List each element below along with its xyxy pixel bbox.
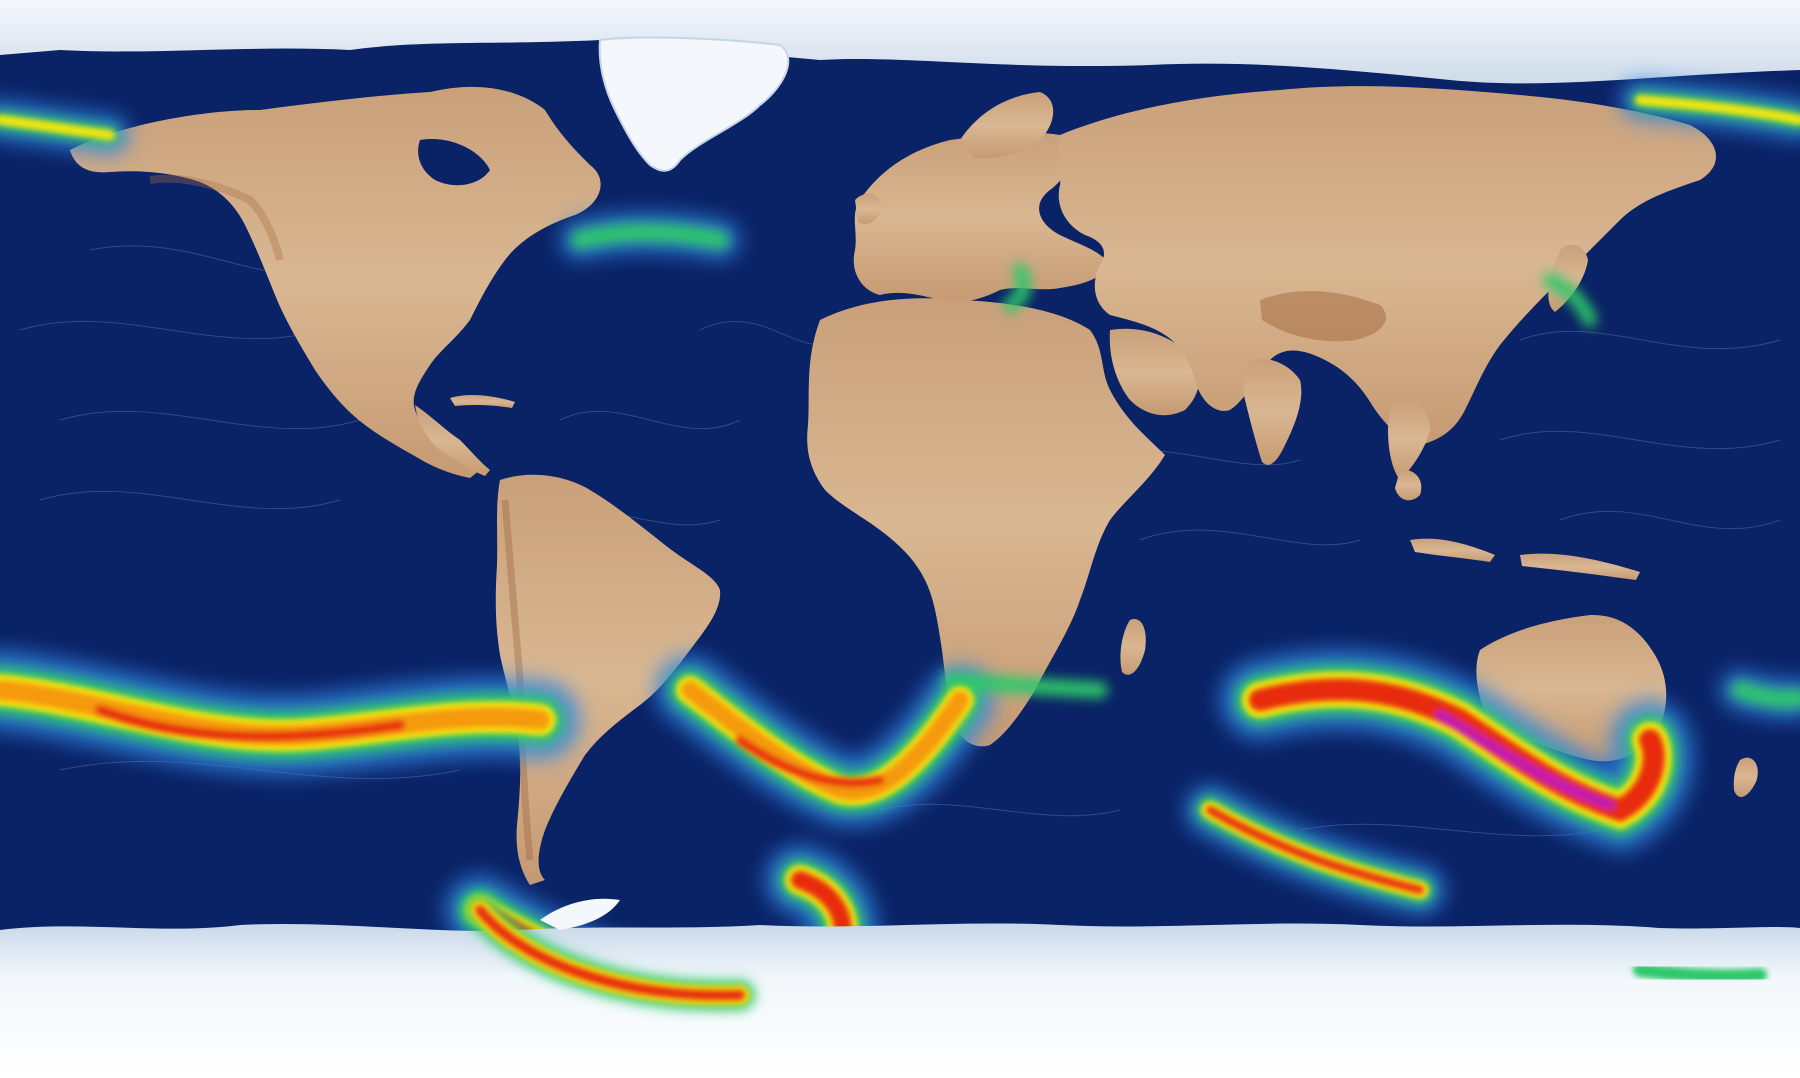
hudson-bay: [418, 139, 490, 186]
europe: [853, 132, 1110, 302]
new-guinea: [1520, 553, 1640, 580]
scandinavia: [960, 92, 1054, 159]
arabian-peninsula: [1109, 328, 1200, 416]
south-america: [495, 474, 721, 885]
japan: [1548, 244, 1588, 312]
polar-jet-loop: [465, 895, 1767, 1011]
india: [1243, 358, 1302, 465]
central-america: [415, 405, 490, 476]
north-america: [70, 86, 601, 478]
indochina: [1388, 399, 1430, 480]
caribbean-islands: [450, 395, 515, 408]
asia: [1058, 86, 1717, 445]
arctic-ice: [0, 0, 1800, 84]
antarctica: [0, 923, 1800, 1078]
rocky-mountains: [149, 174, 284, 261]
greenland: [598, 36, 790, 172]
british-isles: [855, 193, 882, 225]
antarctic-peninsula: [540, 898, 620, 930]
borneo: [1395, 469, 1422, 501]
tibetan-plateau: [1260, 290, 1386, 342]
indonesia: [1410, 538, 1495, 562]
madagascar: [1120, 619, 1146, 675]
new-zealand: [1733, 757, 1758, 797]
africa: [807, 298, 1165, 747]
